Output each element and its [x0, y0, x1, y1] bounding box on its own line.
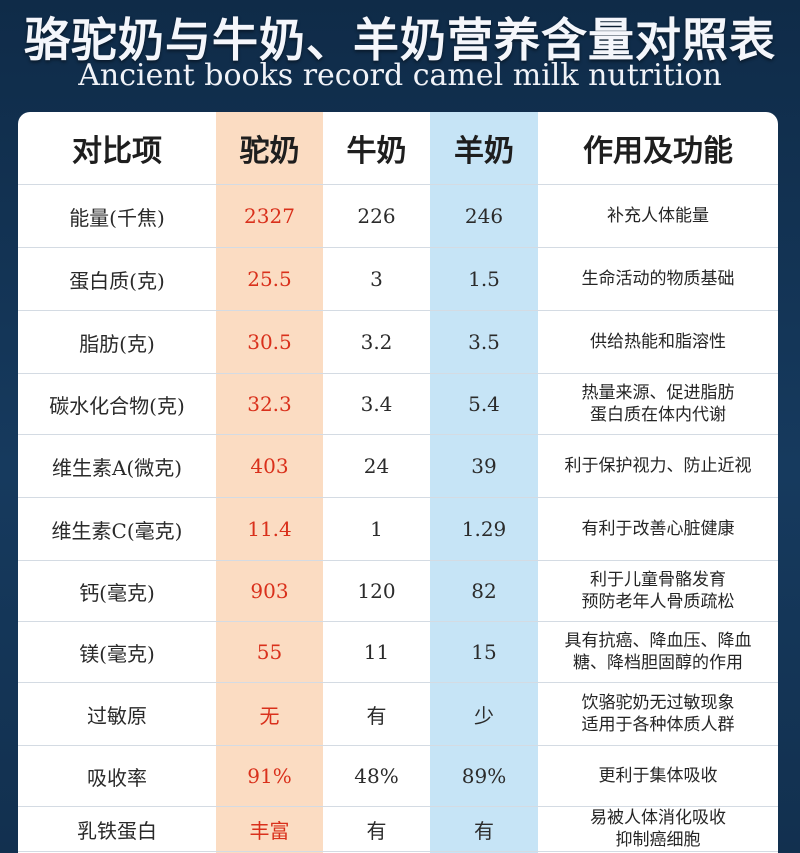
row-camel-value: 403 [216, 434, 323, 498]
table-row: 镁(毫克) 55 11 15 具有抗癌、降血压、降血 糖、降档胆固醇的作用 [18, 621, 778, 683]
header: 骆驼奶与牛奶、羊奶营养含量对照表 Ancient books record ca… [0, 0, 800, 108]
row-goat-value: 有 [430, 806, 538, 852]
row-function-line: 饮骆驼奶无过敏现象 [581, 693, 735, 713]
row-cow-value: 3 [323, 247, 430, 311]
row-function-line: 适用于各种体质人群 [581, 715, 735, 735]
row-camel-value: 丰富 [216, 806, 323, 852]
page-title: 骆驼奶与牛奶、羊奶营养含量对照表 [24, 13, 776, 67]
row-item: 维生素C(毫克) [18, 497, 216, 561]
header-function: 作用及功能 [538, 112, 778, 185]
table-row: 蛋白质(克) 25.5 3 1.5 生命活动的物质基础 [18, 247, 778, 311]
row-camel-value: 91% [216, 745, 323, 807]
row-function: 饮骆驼奶无过敏现象 适用于各种体质人群 [538, 682, 778, 746]
row-goat-value: 89% [430, 745, 538, 807]
table-row: 能量(千焦) 2327 226 246 补充人体能量 [18, 184, 778, 248]
row-function-line: 补充人体能量 [607, 206, 709, 226]
table-row: 吸收率 91% 48% 89% 更利于集体吸收 [18, 745, 778, 807]
row-camel-value: 32.3 [216, 373, 323, 435]
row-function-line: 利于儿童骨骼发育 [590, 570, 726, 590]
row-goat-value: 1.5 [430, 247, 538, 311]
header-item: 对比项 [18, 112, 216, 185]
row-function-line: 供给热能和脂溶性 [590, 332, 726, 352]
row-function: 补充人体能量 [538, 184, 778, 248]
header-cow: 牛奶 [323, 112, 430, 185]
row-function-line: 抑制癌细胞 [615, 830, 701, 850]
row-goat-value: 39 [430, 434, 538, 498]
row-camel-value: 30.5 [216, 310, 323, 374]
row-goat-value: 5.4 [430, 373, 538, 435]
row-cow-value: 11 [323, 621, 430, 683]
row-item: 过敏原 [18, 682, 216, 746]
row-cow-value: 有 [323, 682, 430, 746]
row-camel-value: 55 [216, 621, 323, 683]
table-row: 乳铁蛋白 丰富有有易被人体消化吸收 抑制癌细胞 [18, 806, 778, 852]
row-function-line: 生命活动的物质基础 [581, 269, 735, 289]
table-row: 过敏原无有少饮骆驼奶无过敏现象 适用于各种体质人群 [18, 682, 778, 746]
header-camel: 驼奶 [216, 112, 323, 185]
row-cow-value: 1 [323, 497, 430, 561]
row-goat-value: 1.29 [430, 497, 538, 561]
row-function: 生命活动的物质基础 [538, 247, 778, 311]
table-row: 钙(毫克) 903 120 82 利于儿童骨骼发育 预防老年人骨质疏松 [18, 560, 778, 622]
table-row: 维生素A(微克) 403 24 39 利于保护视力、防止近视 [18, 434, 778, 498]
page-subtitle: Ancient books record camel milk nutritio… [78, 58, 722, 93]
row-item: 能量(千焦) [18, 184, 216, 248]
row-function: 易被人体消化吸收 抑制癌细胞 [538, 806, 778, 852]
row-function-line: 预防老年人骨质疏松 [581, 592, 735, 612]
row-function: 具有抗癌、降血压、降血 糖、降档胆固醇的作用 [538, 621, 778, 683]
table-row: 碳水化合物(克) 32.3 3.4 5.4 热量来源、促进脂肪 蛋白质在体内代谢 [18, 373, 778, 435]
row-function-line: 更利于集体吸收 [598, 766, 718, 786]
nutrition-table: 对比项 驼奶 牛奶 羊奶 作用及功能 能量(千焦) 2327 226 246 补充人体能… [18, 112, 778, 852]
row-goat-value: 3.5 [430, 310, 538, 374]
row-item: 镁(毫克) [18, 621, 216, 683]
row-function-line: 易被人体消化吸收 [590, 808, 726, 828]
row-function-line: 热量来源、促进脂肪 [581, 383, 735, 403]
row-function-line: 糖、降档胆固醇的作用 [573, 653, 743, 673]
row-cow-value: 120 [323, 560, 430, 622]
row-function: 更利于集体吸收 [538, 745, 778, 807]
row-function: 热量来源、促进脂肪 蛋白质在体内代谢 [538, 373, 778, 435]
row-camel-value: 25.5 [216, 247, 323, 311]
row-function-line: 利于保护视力、防止近视 [564, 456, 752, 476]
row-cow-value: 48% [323, 745, 430, 807]
row-cow-value: 226 [323, 184, 430, 248]
row-item: 蛋白质(克) [18, 247, 216, 311]
table-row: 维生素C(毫克) 11.4 1 1.29 有利于改善心脏健康 [18, 497, 778, 561]
table-row: 脂肪(克) 30.5 3.2 3.5 供给热能和脂溶性 [18, 310, 778, 374]
row-camel-value: 2327 [216, 184, 323, 248]
row-item: 维生素A(微克) [18, 434, 216, 498]
row-goat-value: 82 [430, 560, 538, 622]
row-function: 利于儿童骨骼发育 预防老年人骨质疏松 [538, 560, 778, 622]
row-camel-value: 11.4 [216, 497, 323, 561]
row-cow-value: 3.2 [323, 310, 430, 374]
row-camel-value: 903 [216, 560, 323, 622]
table-header-row: 对比项 驼奶 牛奶 羊奶 作用及功能 [18, 112, 778, 185]
row-item: 吸收率 [18, 745, 216, 807]
header-goat: 羊奶 [430, 112, 538, 185]
row-goat-value: 246 [430, 184, 538, 248]
row-item: 钙(毫克) [18, 560, 216, 622]
row-function: 供给热能和脂溶性 [538, 310, 778, 374]
row-camel-value: 无 [216, 682, 323, 746]
row-item: 碳水化合物(克) [18, 373, 216, 435]
row-cow-value: 24 [323, 434, 430, 498]
row-goat-value: 少 [430, 682, 538, 746]
row-item: 乳铁蛋白 [18, 806, 216, 852]
row-function-line: 有利于改善心脏健康 [581, 519, 735, 539]
row-item: 脂肪(克) [18, 310, 216, 374]
row-function-line: 具有抗癌、降血压、降血 [564, 631, 752, 651]
row-goat-value: 15 [430, 621, 538, 683]
row-function: 有利于改善心脏健康 [538, 497, 778, 561]
row-function: 利于保护视力、防止近视 [538, 434, 778, 498]
row-function-line: 蛋白质在体内代谢 [590, 405, 726, 425]
row-cow-value: 3.4 [323, 373, 430, 435]
row-cow-value: 有 [323, 806, 430, 852]
comparison-card: 对比项 驼奶 牛奶 羊奶 作用及功能 能量(千焦) 2327 226 246 补充人体能… [18, 112, 778, 853]
